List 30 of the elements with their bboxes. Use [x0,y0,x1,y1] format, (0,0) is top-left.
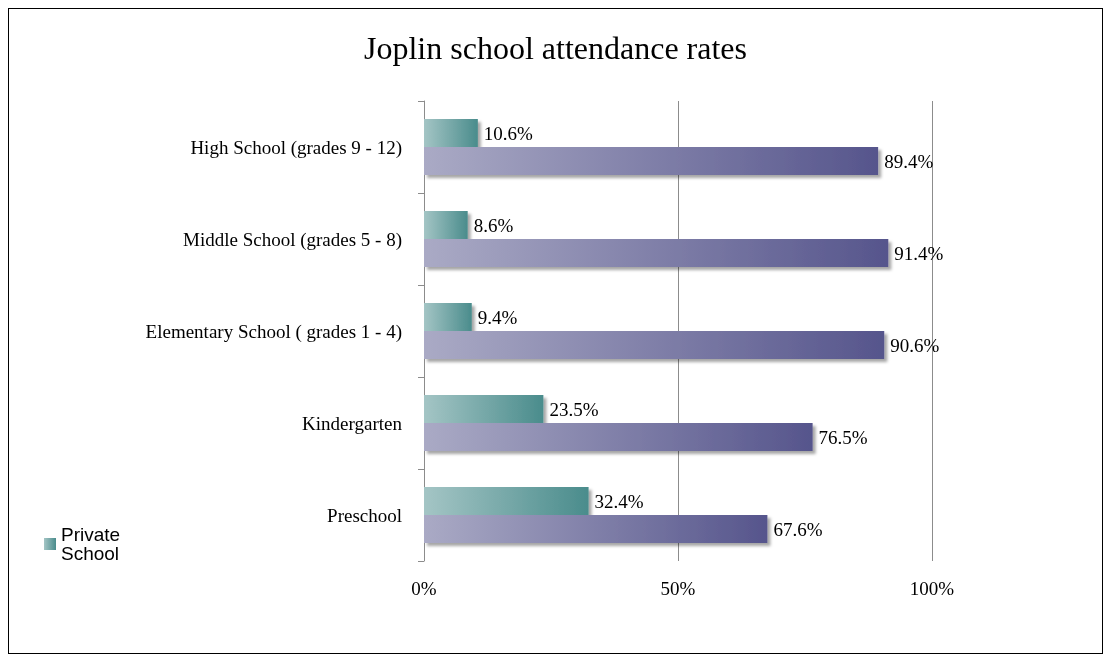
data-label: 32.4% [594,490,644,512]
data-label: 23.5% [549,398,599,420]
bar [424,239,889,267]
bar [424,487,589,515]
bar [424,211,468,239]
data-label: 9.4% [477,306,518,328]
data-label: 91.4% [894,242,944,264]
x-tick-label: 50% [660,578,696,599]
x-tick-label: 0% [411,578,437,599]
data-label: 90.6% [890,334,940,356]
y-tick-label: Preschool [327,504,402,526]
bar [424,303,472,331]
data-label: 10.6% [483,122,534,144]
bar [424,515,768,543]
chart-title: Joplin school attendance rates [364,30,747,66]
data-label: 67.6% [773,518,823,540]
bar [424,331,885,359]
data-label: 8.6% [473,214,514,236]
data-label: 89.4% [884,150,934,172]
y-tick-label: High School (grades 9 - 12) [190,136,402,159]
y-tick-label: Middle School (grades 5 - 8) [183,228,402,251]
x-tick-label: 100% [909,578,955,599]
legend-label: Private School [61,524,126,564]
y-tick-label: Elementary School ( grades 1 - 4) [145,320,402,343]
bar [424,147,879,175]
bar [424,423,813,451]
bar [424,119,478,147]
data-label: 76.5% [818,426,868,448]
y-tick-label: Kindergarten [302,412,403,434]
bar [424,395,544,423]
